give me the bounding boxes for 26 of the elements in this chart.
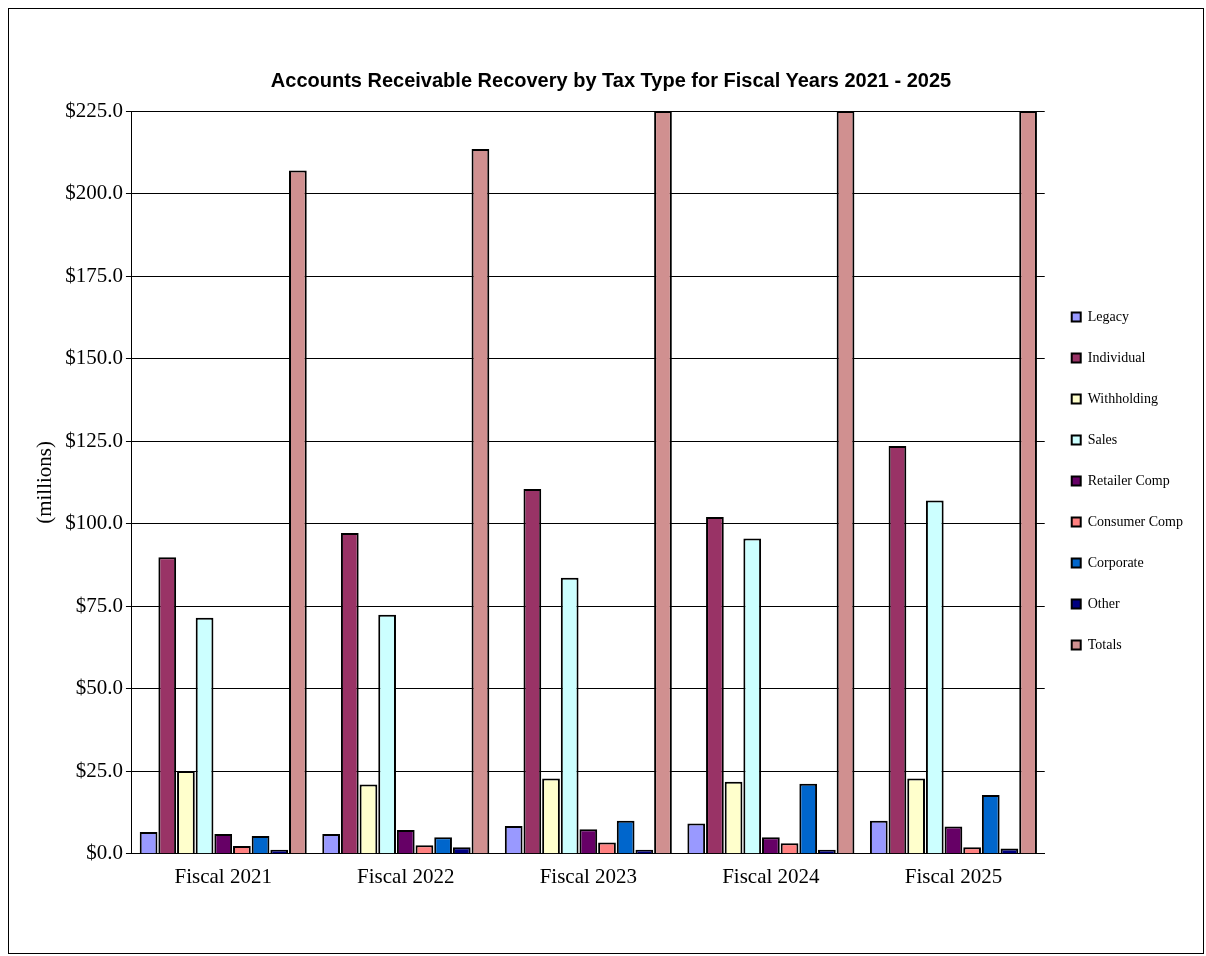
y-tick-label: $100.0 bbox=[65, 510, 123, 535]
chart-title: Accounts Receivable Recovery by Tax Type for Fiscal Years 2021 - 2025 bbox=[270, 68, 952, 91]
x-tick-label: Fiscal 2022 bbox=[357, 863, 455, 888]
y-tick-label: $125.0 bbox=[65, 427, 123, 452]
y-tick-label: $225.0 bbox=[65, 97, 123, 122]
x-tick-label: Fiscal 2021 bbox=[174, 863, 272, 888]
legend-label: Totals bbox=[1087, 636, 1122, 652]
legend-label: Withholding bbox=[1087, 390, 1158, 406]
y-tick-label: $150.0 bbox=[65, 345, 123, 370]
y-tick-label: $25.0 bbox=[75, 757, 123, 782]
y-tick-label: $0.0 bbox=[86, 840, 123, 865]
legend-label: Retailer Comp bbox=[1087, 472, 1170, 488]
legend-label: Sales bbox=[1087, 431, 1118, 447]
y-tick-label: $175.0 bbox=[65, 262, 123, 287]
legend-label: Legacy bbox=[1087, 308, 1129, 324]
legend-label: Individual bbox=[1087, 349, 1146, 365]
legend-label: Corporate bbox=[1087, 554, 1144, 570]
y-tick-label: $50.0 bbox=[75, 675, 123, 700]
x-tick-label: Fiscal 2025 bbox=[904, 863, 1003, 888]
x-tick-label: Fiscal 2024 bbox=[722, 863, 821, 888]
legend-label: Other bbox=[1087, 595, 1120, 611]
y-axis-title: (millions) bbox=[32, 440, 57, 524]
y-tick-label: $200.0 bbox=[65, 180, 123, 205]
legend-label: Consumer Comp bbox=[1087, 513, 1183, 529]
x-tick-label: Fiscal 2023 bbox=[539, 863, 638, 888]
y-tick-label: $75.0 bbox=[75, 592, 123, 617]
